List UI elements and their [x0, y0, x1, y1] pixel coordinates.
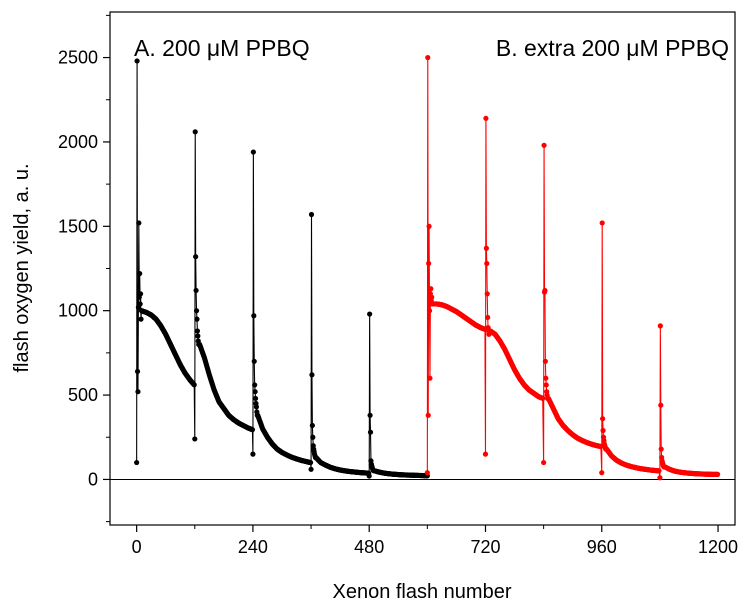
data-point [542, 358, 548, 364]
data-point [249, 427, 256, 433]
x-tick-label: 1200 [698, 537, 738, 557]
data-point [599, 470, 605, 476]
series-layer [134, 54, 721, 481]
y-axis-ticks: 0 500 1000 1500 2000 2500 [58, 14, 110, 523]
data-point [137, 270, 143, 277]
data-point [485, 314, 491, 321]
data-point [426, 260, 432, 267]
x-tick-label: 720 [470, 537, 500, 557]
data-point [599, 220, 605, 226]
x-tick-label: 960 [587, 537, 617, 557]
data-point [192, 129, 198, 135]
data-point [541, 142, 547, 148]
data-point [600, 416, 606, 422]
data-point [191, 382, 197, 388]
data-point [308, 466, 314, 472]
data-point [192, 436, 198, 442]
y-tick-label: 500 [68, 385, 98, 405]
data-point [307, 459, 314, 466]
x-tick-label: 240 [238, 537, 268, 557]
data-point [251, 358, 257, 364]
x-tick-label: 480 [354, 537, 384, 557]
data-point [483, 245, 489, 251]
series-line [136, 60, 428, 477]
data-point [252, 382, 258, 388]
data-point [134, 58, 140, 64]
data-point [657, 475, 663, 481]
data-point [425, 54, 431, 61]
data-point [137, 301, 143, 307]
data-point [195, 333, 201, 339]
data-point [657, 323, 663, 329]
y-tick-label: 2000 [58, 132, 98, 152]
data-point [309, 372, 315, 378]
data-point [656, 468, 662, 474]
data-point [542, 287, 548, 294]
data-point [658, 446, 664, 452]
series-B [424, 54, 721, 481]
data-point [250, 149, 256, 155]
data-point [193, 287, 199, 294]
data-point [138, 316, 144, 322]
y-tick-label: 0 [88, 469, 98, 489]
data-point [429, 294, 435, 300]
data-point [253, 404, 260, 410]
data-point [543, 375, 549, 381]
plot-frame [109, 11, 736, 526]
data-point [135, 389, 141, 395]
data-point [250, 451, 256, 457]
y-tick-label: 2500 [58, 48, 98, 68]
data-point [715, 471, 721, 477]
y-tick-label: 1000 [58, 301, 98, 321]
data-point [309, 422, 315, 429]
data-point [424, 470, 430, 476]
data-point [367, 412, 373, 418]
data-point [136, 220, 142, 226]
data-point [427, 375, 433, 381]
data-point [193, 254, 199, 260]
data-point [483, 115, 489, 121]
data-point [137, 291, 144, 297]
data-point [543, 382, 549, 388]
data-point [251, 313, 257, 319]
y-tick-label: 1500 [58, 216, 98, 236]
data-point [426, 223, 432, 229]
x-tick-label: 0 [132, 537, 142, 557]
data-point [426, 308, 433, 314]
data-point [540, 395, 546, 401]
panel-b-label: B. extra 200 μM PPBQ [496, 35, 729, 61]
data-point [366, 473, 372, 479]
data-point [193, 308, 200, 314]
data-point [134, 368, 141, 375]
data-point [658, 402, 664, 408]
data-point [484, 260, 490, 267]
data-point [541, 459, 547, 466]
data-point [194, 316, 200, 322]
x-axis-ticks: 0 240 480 720 960 1200 [132, 525, 738, 557]
data-point [367, 311, 373, 317]
data-point [600, 427, 606, 434]
x-axis-title: Xenon flash number [332, 581, 511, 603]
series-line [426, 57, 718, 478]
series-A [134, 58, 430, 479]
panel-a-label: A. 200 μM PPBQ [134, 35, 310, 61]
data-point [428, 286, 434, 292]
data-point [367, 429, 374, 435]
data-point [194, 328, 200, 334]
data-point [482, 451, 489, 457]
y-axis-title: flash oxygen yield, a. u. [11, 163, 33, 372]
data-point [252, 389, 258, 395]
data-point [252, 395, 259, 402]
data-point [308, 211, 315, 218]
data-point [310, 434, 316, 440]
data-point [134, 459, 140, 466]
data-point [484, 291, 490, 297]
data-point [425, 412, 431, 418]
